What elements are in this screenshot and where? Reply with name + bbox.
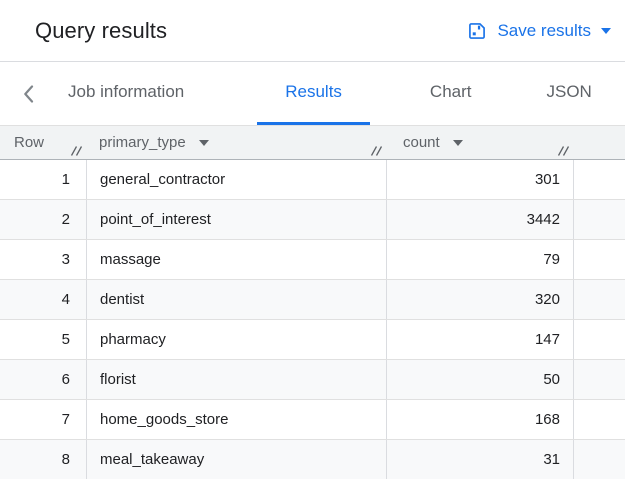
tab-bar: Job information Results Chart JSON (0, 62, 625, 126)
column-header-row: Row (0, 126, 86, 159)
table-row[interactable]: 3 massage 79 (0, 240, 625, 280)
cell-gutter (573, 440, 625, 479)
cell-primary-type[interactable]: pharmacy (86, 320, 386, 359)
column-header-primary-type[interactable]: primary_type (86, 126, 386, 159)
cell-primary-type[interactable]: dentist (86, 280, 386, 319)
save-dropdown-caret-icon[interactable] (601, 27, 611, 34)
table-row[interactable]: 6 florist 50 (0, 360, 625, 400)
chevron-left-icon (23, 84, 33, 103)
cell-row-number: 7 (61, 411, 70, 428)
results-table: 1 general_contractor 301 2 point_of_inte… (0, 160, 625, 479)
cell-count[interactable]: 301 (386, 160, 573, 199)
save-results-button[interactable]: Save results (467, 21, 611, 41)
cell-row-number: 1 (61, 171, 70, 188)
cell-row-number: 2 (61, 211, 70, 228)
table-row[interactable]: 7 home_goods_store 168 (0, 400, 625, 440)
cell-count[interactable]: 147 (386, 320, 573, 359)
cell-gutter (573, 360, 625, 399)
column-menu-caret-icon[interactable] (452, 139, 463, 146)
table-row[interactable]: 2 point_of_interest 3442 (0, 200, 625, 240)
column-header-count[interactable]: count (386, 126, 573, 159)
table-header: Row primary_type count (0, 126, 625, 160)
table-row[interactable]: 1 general_contractor 301 (0, 160, 625, 200)
tab-results[interactable]: Results (257, 62, 370, 125)
topbar: Query results Save results (0, 0, 625, 62)
column-header-row-label: Row (14, 134, 45, 151)
tab-json[interactable]: JSON (546, 82, 592, 101)
cell-gutter (573, 400, 625, 439)
cell-primary-type[interactable]: meal_takeaway (86, 440, 386, 479)
tab-job-information[interactable]: Job information (68, 82, 185, 101)
cell-gutter (573, 320, 625, 359)
cell-primary-type[interactable]: home_goods_store (86, 400, 386, 439)
cell-count[interactable]: 31 (386, 440, 573, 479)
tab-chart[interactable]: Chart (429, 82, 472, 101)
cell-count[interactable]: 168 (386, 400, 573, 439)
cell-row-number: 3 (61, 251, 70, 268)
tabs-back-button[interactable] (16, 62, 40, 125)
cell-primary-type[interactable]: florist (86, 360, 386, 399)
cell-count[interactable]: 79 (386, 240, 573, 279)
column-header-gutter (573, 126, 625, 159)
save-results-label: Save results (497, 20, 591, 40)
table-row[interactable]: 4 dentist 320 (0, 280, 625, 320)
column-resize-handle-icon[interactable] (369, 144, 384, 157)
column-header-primary-type-label: primary_type (99, 134, 186, 151)
cell-count[interactable]: 320 (386, 280, 573, 319)
cell-count[interactable]: 3442 (386, 200, 573, 239)
save-icon (469, 22, 486, 39)
cell-primary-type[interactable]: point_of_interest (86, 200, 386, 239)
table-row[interactable]: 5 pharmacy 147 (0, 320, 625, 360)
table-row[interactable]: 8 meal_takeaway 31 (0, 440, 625, 479)
cell-gutter (573, 160, 625, 199)
page-title: Query results (35, 17, 168, 43)
column-menu-caret-icon[interactable] (198, 139, 209, 146)
cell-primary-type[interactable]: massage (86, 240, 386, 279)
column-resize-handle-icon[interactable] (556, 144, 571, 157)
cell-count[interactable]: 50 (386, 360, 573, 399)
column-resize-handle-icon[interactable] (69, 144, 84, 157)
cell-row-number: 8 (61, 451, 70, 468)
cell-gutter (573, 280, 625, 319)
cell-gutter (573, 200, 625, 239)
column-header-count-label: count (403, 134, 440, 151)
cell-primary-type[interactable]: general_contractor (86, 160, 386, 199)
cell-row-number: 4 (61, 291, 70, 308)
cell-row-number: 5 (61, 331, 70, 348)
cell-gutter (573, 240, 625, 279)
cell-row-number: 6 (61, 371, 70, 388)
